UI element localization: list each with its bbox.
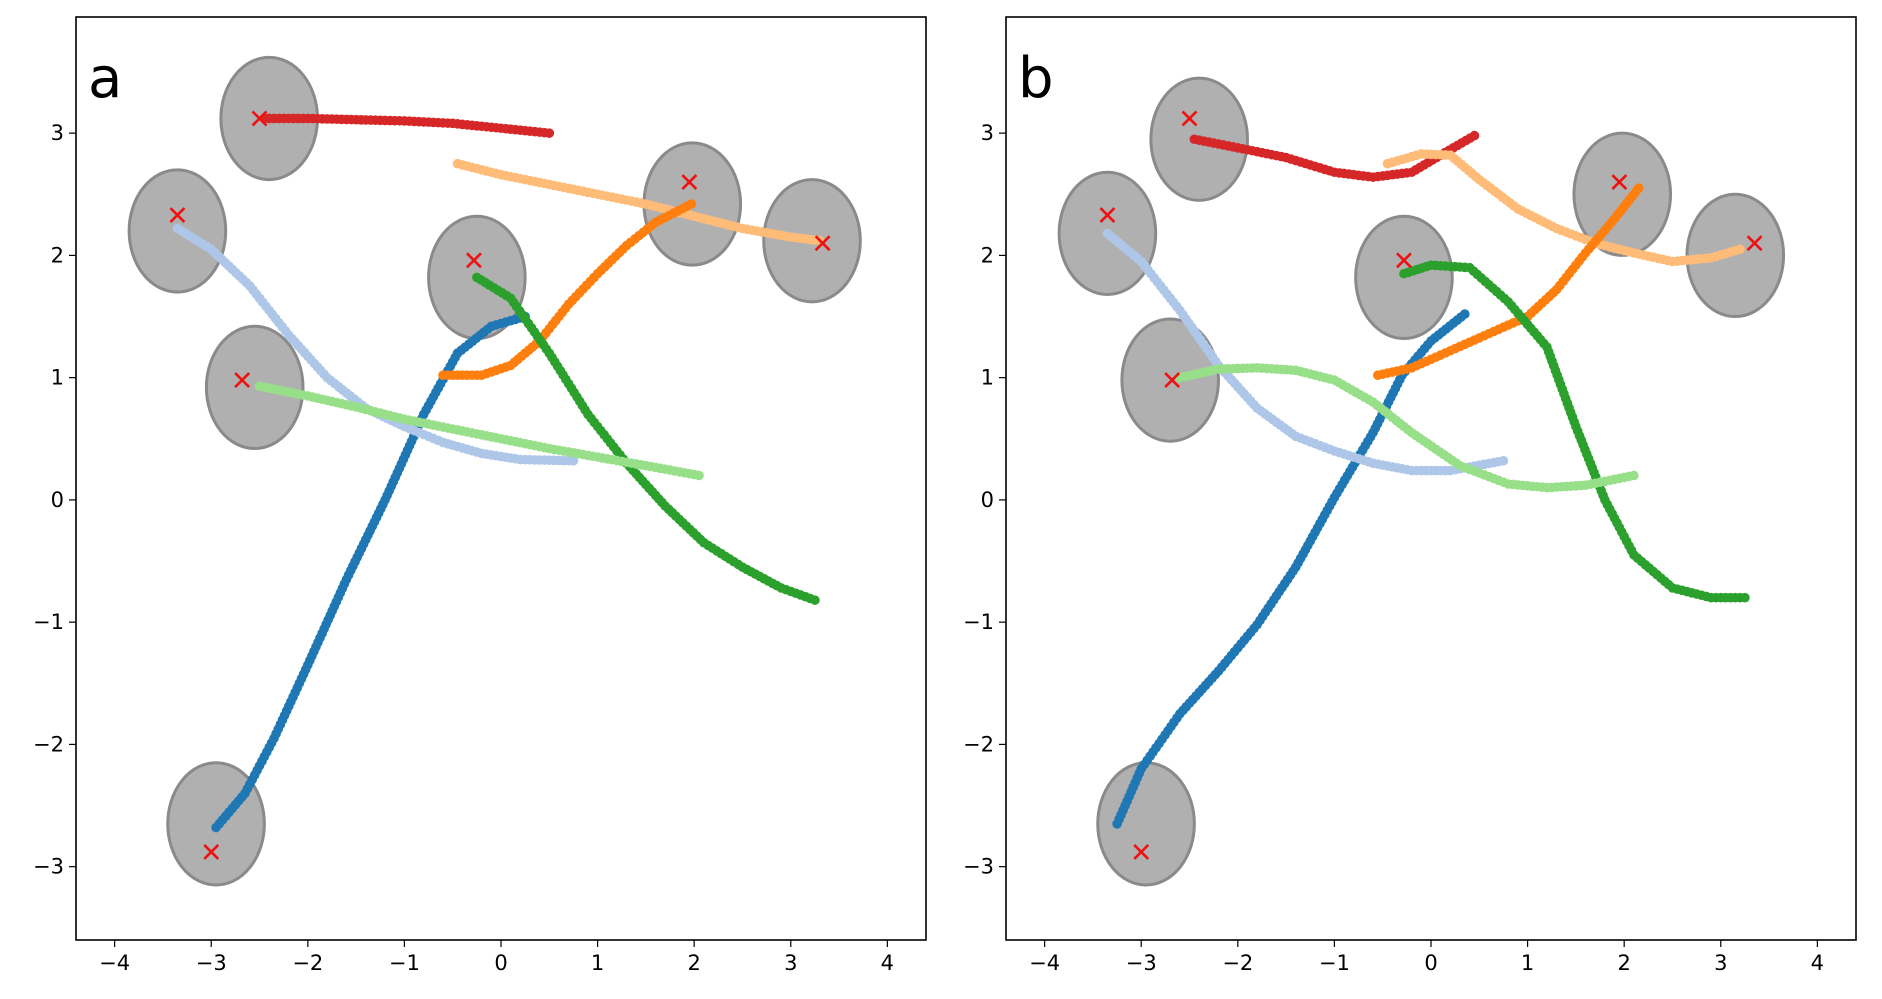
b-red-point <box>1469 130 1480 141</box>
a-green-point <box>810 595 820 605</box>
a-goal-marker-5 <box>681 174 698 190</box>
b-x-tick-label: −4 <box>1029 951 1060 975</box>
b-obstacle-5 <box>1572 131 1673 257</box>
a-x-tick-label: −3 <box>196 951 227 975</box>
a-goal-marker-4 <box>466 252 482 269</box>
a-trajectory-light-green <box>254 381 704 481</box>
a-red-point <box>544 128 555 138</box>
a-goal-marker-2 <box>169 207 186 223</box>
b-green-point <box>1740 592 1750 603</box>
a-light-blue-point <box>568 455 579 466</box>
b-y-tick-label: −1 <box>963 610 994 634</box>
b-goal-marker-4 <box>1396 252 1412 269</box>
a-y-tick-label: 1 <box>51 366 64 390</box>
b-goal-marker-7 <box>1133 844 1150 860</box>
b-x-tick-label: 3 <box>1714 951 1727 975</box>
b-light-blue-point <box>1498 455 1509 466</box>
a-y-tick-label: −1 <box>33 610 64 634</box>
b-x-tick-label: −1 <box>1319 951 1350 975</box>
a-light-green-point <box>694 470 704 481</box>
a-x-tick-label: −4 <box>99 951 130 975</box>
a-x-tick-label: 4 <box>881 951 894 975</box>
b-y-tick-label: −2 <box>963 732 994 756</box>
a-x-tick-label: 2 <box>687 951 700 975</box>
b-goal-marker-5 <box>1611 174 1628 190</box>
b-goal-marker-1 <box>1181 110 1198 127</box>
a-orange-point <box>686 199 697 209</box>
b-y-tick-label: 0 <box>981 488 994 512</box>
a-x-tick-label: 0 <box>494 951 507 975</box>
b-x-tick-label: 0 <box>1424 951 1437 975</box>
b-trajectory-green <box>1399 260 1750 603</box>
a-trajectory-red <box>259 113 555 138</box>
a-goal-marker-1 <box>251 110 268 127</box>
b-blue-point <box>1460 309 1470 319</box>
b-x-tick-label: −2 <box>1222 951 1253 975</box>
b-y-tick-label: 3 <box>981 121 994 145</box>
a-x-tick-label: −2 <box>292 951 323 975</box>
b-y-tick-label: 2 <box>981 243 994 267</box>
b-goal-marker-6 <box>1746 235 1763 252</box>
a-x-tick-label: 1 <box>591 951 604 975</box>
b-x-tick-label: 4 <box>1811 951 1824 975</box>
a-x-tick-label: −1 <box>389 951 420 975</box>
a-trajectory-light-blue <box>172 223 579 466</box>
b-trajectory-blue <box>1112 309 1470 829</box>
a-y-tick-label: 0 <box>51 488 64 512</box>
b-y-tick-label: 1 <box>981 366 994 390</box>
b-goal-marker-2 <box>1099 207 1116 223</box>
a-y-tick-label: 3 <box>51 121 64 145</box>
b-y-tick-label: −3 <box>963 855 994 879</box>
b-orange-point <box>1633 183 1644 193</box>
b-x-tick-label: 1 <box>1521 951 1534 975</box>
b-obstacle-7 <box>1096 761 1196 887</box>
a-goal-marker-7 <box>203 844 220 860</box>
a-y-tick-label: −2 <box>33 732 64 756</box>
b-trajectory-light-green <box>1175 363 1639 493</box>
b-trajectory-orange <box>1373 183 1644 380</box>
b-light-orange-point <box>1735 244 1745 255</box>
b-x-tick-label: 2 <box>1617 951 1630 975</box>
b-panel-label: b <box>1018 46 1054 111</box>
a-goal-marker-3 <box>234 372 251 389</box>
a-y-tick-label: 2 <box>51 243 64 267</box>
b-obstacle-3 <box>1120 317 1221 443</box>
a-goal-marker-6 <box>814 235 831 252</box>
a-trajectory-light-orange <box>452 158 825 246</box>
a-y-tick-label: −3 <box>33 855 64 879</box>
a-panel-label: a <box>88 46 122 111</box>
b-light-green-point <box>1629 470 1639 481</box>
a-x-tick-label: 3 <box>784 951 797 975</box>
b-trajectory-light-orange <box>1382 149 1745 267</box>
a-obstacle-3 <box>204 324 305 451</box>
b-goal-marker-3 <box>1164 372 1181 389</box>
b-x-tick-label: −3 <box>1126 951 1157 975</box>
